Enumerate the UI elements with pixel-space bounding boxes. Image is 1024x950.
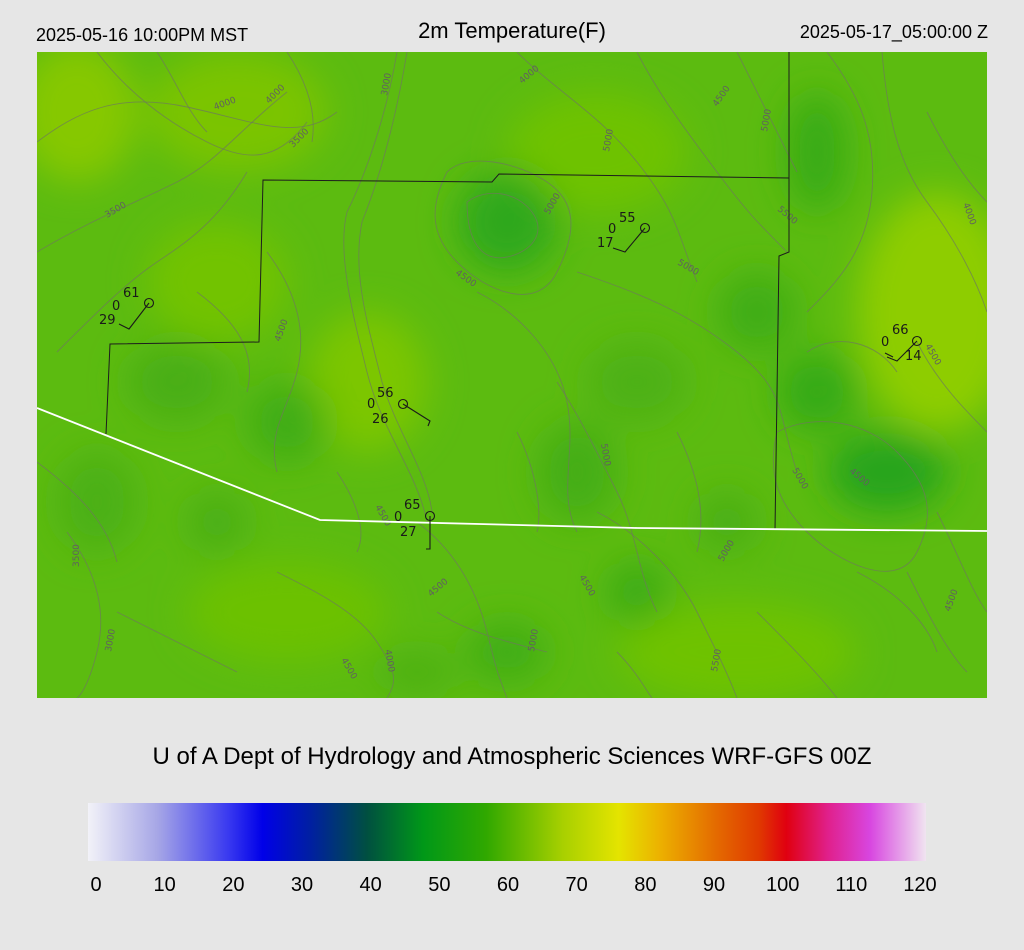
station-left-value: 0 — [112, 299, 120, 314]
station-temperature: 61 — [123, 286, 140, 301]
utc-time-label: 2025-05-17_05:00:00 Z — [799, 22, 988, 42]
color-scale-tick: 10 — [153, 874, 176, 896]
map-title: 2m Temperature(F) — [418, 18, 606, 43]
color-scale-tick: 50 — [428, 874, 451, 896]
temperature-shading — [37, 52, 987, 698]
color-scale-gradient — [88, 803, 926, 861]
color-scale-tick: 120 — [903, 874, 937, 896]
local-time-label: 2025-05-16 10:00PM MST — [36, 25, 249, 45]
county-boundary — [774, 52, 790, 531]
station-right-value: 26 — [372, 412, 389, 427]
station-left-value: 0 — [394, 510, 402, 525]
station-temperature: 56 — [377, 386, 394, 401]
station-right-value: 27 — [400, 525, 417, 540]
contour-label: 5000 — [598, 443, 612, 468]
station-left-value: 0 — [608, 222, 616, 237]
map-canvas: 4000 4000 3500 3500 3000 4000 4500 5000 … — [37, 52, 987, 698]
color-scale-tick: 110 — [835, 874, 868, 896]
station-plot: 61 0 29 — [99, 286, 155, 330]
wind-barb — [118, 302, 150, 330]
model-credit: U of A Dept of Hydrology and Atmospheric… — [152, 743, 872, 770]
contour-label: 5000 — [602, 128, 616, 153]
station-plot: 55 0 17 — [597, 211, 651, 253]
color-scale-tick: 0 — [90, 874, 102, 896]
contour-label: 5500 — [710, 648, 724, 673]
county-boundary — [105, 173, 790, 435]
color-scale-tick: 20 — [222, 874, 245, 896]
terrain-contours — [37, 52, 987, 698]
wind-barb — [426, 516, 431, 550]
station-plot: 65 0 27 — [394, 498, 436, 550]
color-scale-tick: 30 — [290, 874, 314, 896]
color-scale-tick: 40 — [359, 874, 382, 896]
wind-barb — [402, 403, 431, 427]
color-scale-tick: 100 — [765, 874, 800, 896]
color-scale-ticks: 0 10 20 30 40 50 60 70 80 90 100 110 120 — [0, 874, 1024, 904]
wind-barb — [884, 340, 918, 362]
color-scale-bar — [88, 803, 926, 861]
contour-label: 3000 — [380, 72, 394, 97]
station-plot-group: 61 0 29 55 0 17 66 0 14 56 — [99, 211, 923, 550]
color-scale-tick: 60 — [496, 874, 520, 896]
station-temperature: 65 — [404, 498, 421, 513]
station-temperature: 55 — [619, 211, 636, 226]
contour-label: 5000 — [527, 628, 541, 653]
station-temperature: 66 — [892, 323, 909, 338]
contour-label: 3000 — [104, 628, 118, 653]
station-left-value: 0 — [881, 335, 889, 350]
county-borders — [105, 52, 790, 531]
station-plot: 56 0 26 — [367, 386, 431, 427]
state-border — [37, 407, 987, 532]
color-scale-tick: 70 — [565, 874, 588, 896]
temperature-map: 4000 4000 3500 3500 3000 4000 4500 5000 … — [37, 52, 987, 698]
station-plot: 66 0 14 — [881, 323, 923, 364]
station-right-value: 17 — [597, 236, 614, 251]
contour-label: 4000 — [382, 649, 396, 674]
station-left-value: 0 — [367, 397, 375, 412]
contour-label: 5000 — [760, 108, 774, 133]
color-scale-tick: 80 — [634, 874, 657, 896]
contour-label: 3500 — [72, 544, 82, 567]
color-scale-tick: 90 — [702, 874, 726, 896]
station-right-value: 29 — [99, 313, 116, 328]
wind-barb — [612, 227, 646, 253]
station-right-value: 14 — [905, 349, 922, 364]
